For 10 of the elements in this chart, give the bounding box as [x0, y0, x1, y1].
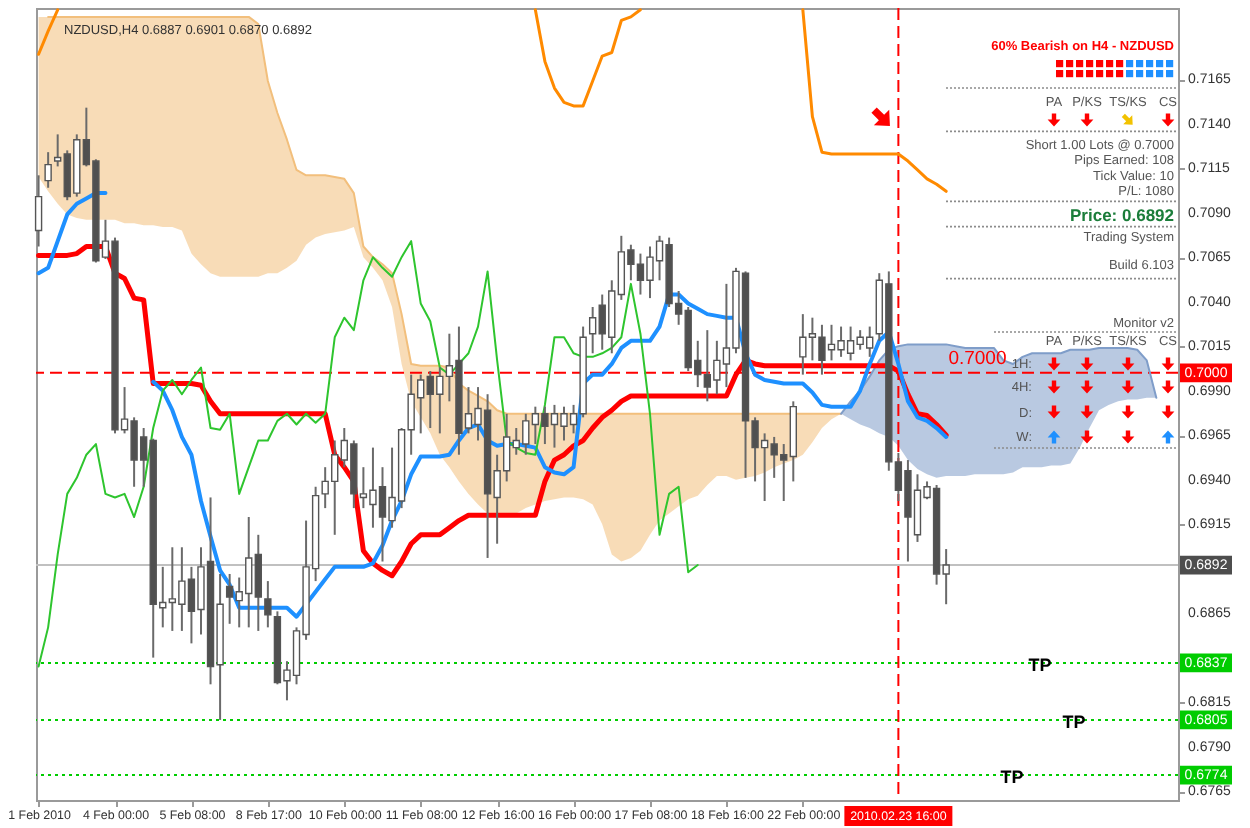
annotation: TP — [1000, 767, 1024, 788]
line-series — [840, 343, 1158, 415]
annotation: TP — [1028, 654, 1052, 675]
candlestick — [264, 580, 272, 629]
candlestick — [44, 151, 52, 189]
ref-line-label: 0.7000 — [948, 347, 1007, 370]
annotation: TP — [1062, 711, 1086, 732]
candlestick — [34, 174, 43, 248]
annotation: Price: 0.6892 — [1070, 204, 1175, 225]
line-series — [37, 240, 699, 668]
